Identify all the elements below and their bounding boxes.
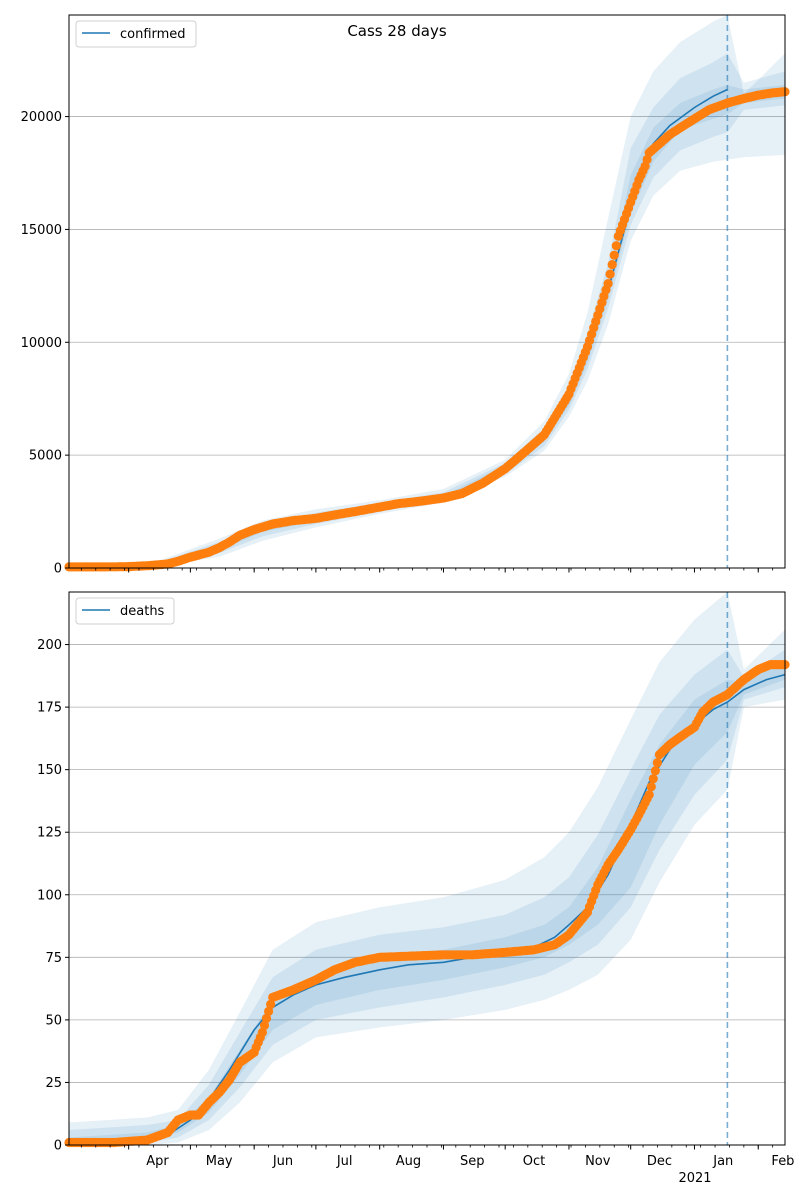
observed-point xyxy=(611,241,621,251)
x-tick-label: Dec xyxy=(647,1154,672,1169)
band-inner xyxy=(69,659,785,1145)
x-tick-label: Oct xyxy=(523,1154,545,1169)
band-outer xyxy=(69,15,785,568)
x-axis-ticks: Apr May Jun Jul Aug Sep Oct Nov Dec Jan Feb xyxy=(80,1145,794,1169)
legend-box xyxy=(75,597,175,625)
band-middle xyxy=(69,649,785,1145)
y-axis-ticks: 0 5000 10000 15000 20000 xyxy=(21,110,69,577)
observed-point xyxy=(644,790,654,800)
y-tick-label: 15000 xyxy=(21,223,62,238)
y-tick-label: 75 xyxy=(45,951,62,966)
x-tick-label: Aug xyxy=(396,1154,421,1169)
y-tick-label: 10000 xyxy=(21,336,62,351)
y-tick-label: 50 xyxy=(45,1013,62,1028)
observed-point xyxy=(259,1020,270,1030)
legend: deaths xyxy=(75,597,175,625)
legend: confirmed xyxy=(75,20,197,48)
x-tick-label: Apr xyxy=(146,1154,169,1169)
chart-title: Cass 28 days xyxy=(347,22,447,40)
deaths-chart-panel: 0 25 50 75 100 125 150 175 200 Apr May Jun Jul Aug Se… xyxy=(37,591,794,1186)
x-tick-label: Feb xyxy=(771,1154,794,1169)
observed-point xyxy=(607,260,617,270)
y-tick-label: 25 xyxy=(45,1076,62,1091)
x-tick-label: Jan xyxy=(712,1154,733,1169)
x-tick-label: May xyxy=(206,1154,233,1169)
observed-point xyxy=(646,782,656,792)
x-tick-label: Nov xyxy=(585,1154,611,1169)
observed-point xyxy=(652,758,663,768)
observed-point xyxy=(603,279,613,289)
x-tick-label: Jun xyxy=(272,1154,293,1169)
confirmed-chart-panel: 0 5000 10000 15000 20000 Cass 28 days confir… xyxy=(21,14,790,577)
observed-point xyxy=(266,999,276,1010)
y-tick-label: 100 xyxy=(37,888,62,903)
y-tick-label: 0 xyxy=(54,562,62,577)
band-outer xyxy=(69,592,785,1145)
observed-point xyxy=(609,250,619,260)
y-tick-label: 175 xyxy=(37,701,62,716)
observed-point xyxy=(650,766,661,776)
y-tick-label: 5000 xyxy=(29,449,62,464)
observed-point xyxy=(264,1006,274,1017)
legend-box xyxy=(75,20,197,48)
legend-label-confirmed: confirmed xyxy=(120,27,186,42)
y-tick-label: 150 xyxy=(37,763,62,778)
x-tick-label: Jul xyxy=(336,1154,353,1169)
x-year-label: 2021 xyxy=(678,1171,711,1186)
y-axis-ticks: 0 25 50 75 100 125 150 175 200 xyxy=(37,638,69,1154)
y-tick-label: 20000 xyxy=(21,110,62,125)
x-tick-label: Sep xyxy=(460,1154,485,1169)
observed-points xyxy=(64,660,790,1148)
observed-point xyxy=(605,269,615,279)
observed-point xyxy=(257,1027,267,1037)
y-tick-label: 125 xyxy=(37,826,62,841)
y-tick-label: 200 xyxy=(37,638,62,653)
x-axis-ticks xyxy=(80,568,774,573)
uncertainty-bands xyxy=(69,592,785,1145)
observed-point xyxy=(648,774,658,784)
observed-points xyxy=(64,87,790,572)
observed-point xyxy=(261,1013,272,1024)
legend-label-deaths: deaths xyxy=(120,604,165,619)
y-tick-label: 0 xyxy=(54,1139,62,1154)
